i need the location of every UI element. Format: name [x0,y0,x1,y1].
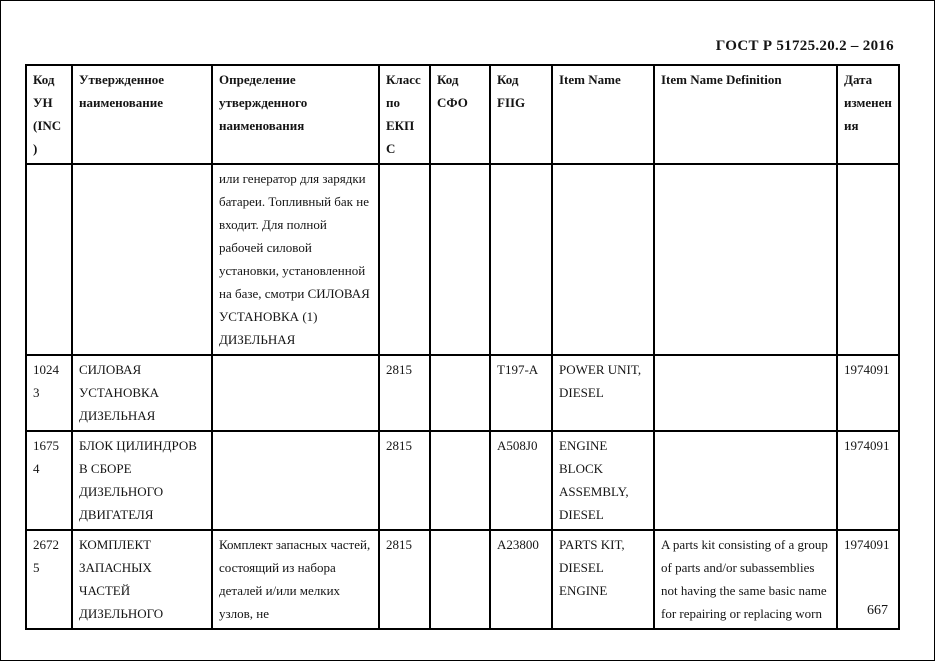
cell-item-name: PARTS KIT, DIESEL ENGINE [551,529,655,630]
cell-sfo-code [429,354,491,432]
cell-approved-name-definition: или генератор для зарядки батареи. Топли… [211,163,380,356]
page-number: 667 [867,603,888,618]
cell-approved-name: СИЛОВАЯ УСТАНОВКА ДИЗЕЛЬНАЯ [71,354,213,432]
cell-approved-name: БЛОК ЦИЛИНДРОВ В СБОРЕ ДИЗЕЛЬНОГО ДВИГАТ… [71,430,213,531]
cell-fiig-code: A508J0 [489,430,553,531]
cell-inc-code: 26725 [25,529,73,630]
cell-item-name-definition [653,354,838,432]
cell-item-name: ENGINE BLOCK ASSEMBLY, DIESEL [551,430,655,531]
table-row: 26725 КОМПЛЕКТ ЗАПАСНЫХ ЧАСТЕЙ ДИЗЕЛЬНОГ… [25,529,900,630]
cell-approved-name-definition [211,354,380,432]
cell-sfo-code [429,529,491,630]
cell-approved-name-definition [211,430,380,531]
cell-ekps-class: 2815 [378,529,431,630]
column-header-sfo-code: Код СФО [429,64,491,165]
cell-ekps-class: 2815 [378,430,431,531]
cell-item-name [551,163,655,356]
column-header-item-name: Item Name [551,64,655,165]
column-header-item-name-definition: Item Name Definition [653,64,838,165]
cell-change-date [836,163,900,356]
cell-change-date: 1974091 [836,354,900,432]
column-header-change-date: Дата изменения [836,64,900,165]
table-row: или генератор для зарядки батареи. Топли… [25,163,900,356]
cell-item-name-definition [653,163,838,356]
column-header-ekps-class: Класс по ЕКПС [378,64,431,165]
cell-fiig-code [489,163,553,356]
cell-fiig-code: T197-A [489,354,553,432]
cell-fiig-code: A23800 [489,529,553,630]
item-name-directory-table: Код УН (INC) Утвержденное наименование О… [25,64,900,630]
cell-ekps-class [378,163,431,356]
cell-item-name-definition: A parts kit consisting of a group of par… [653,529,838,630]
cell-item-name-definition [653,430,838,531]
cell-inc-code: 10243 [25,354,73,432]
cell-approved-name-definition: Комплект запасных частей, состоящий из н… [211,529,380,630]
cell-approved-name: КОМПЛЕКТ ЗАПАСНЫХ ЧАСТЕЙ ДИЗЕЛЬНОГО [71,529,213,630]
table-row: 10243 СИЛОВАЯ УСТАНОВКА ДИЗЕЛЬНАЯ 2815 T… [25,354,900,432]
cell-inc-code [25,163,73,356]
column-header-approved-name-definition: Определение утвержденного наименования [211,64,380,165]
column-header-inc-code: Код УН (INC) [25,64,73,165]
cell-change-date: 1974091 [836,529,900,630]
cell-approved-name [71,163,213,356]
column-header-approved-name: Утвержденное наименование [71,64,213,165]
cell-sfo-code [429,163,491,356]
table-row: 16754 БЛОК ЦИЛИНДРОВ В СБОРЕ ДИЗЕЛЬНОГО … [25,430,900,531]
cell-change-date: 1974091 [836,430,900,531]
cell-item-name: POWER UNIT, DIESEL [551,354,655,432]
cell-inc-code: 16754 [25,430,73,531]
column-header-fiig-code: Код FIIG [489,64,553,165]
document-title: ГОСТ Р 51725.20.2 – 2016 [715,38,894,54]
cell-ekps-class: 2815 [378,354,431,432]
cell-sfo-code [429,430,491,531]
table-header-row: Код УН (INC) Утвержденное наименование О… [25,64,900,165]
